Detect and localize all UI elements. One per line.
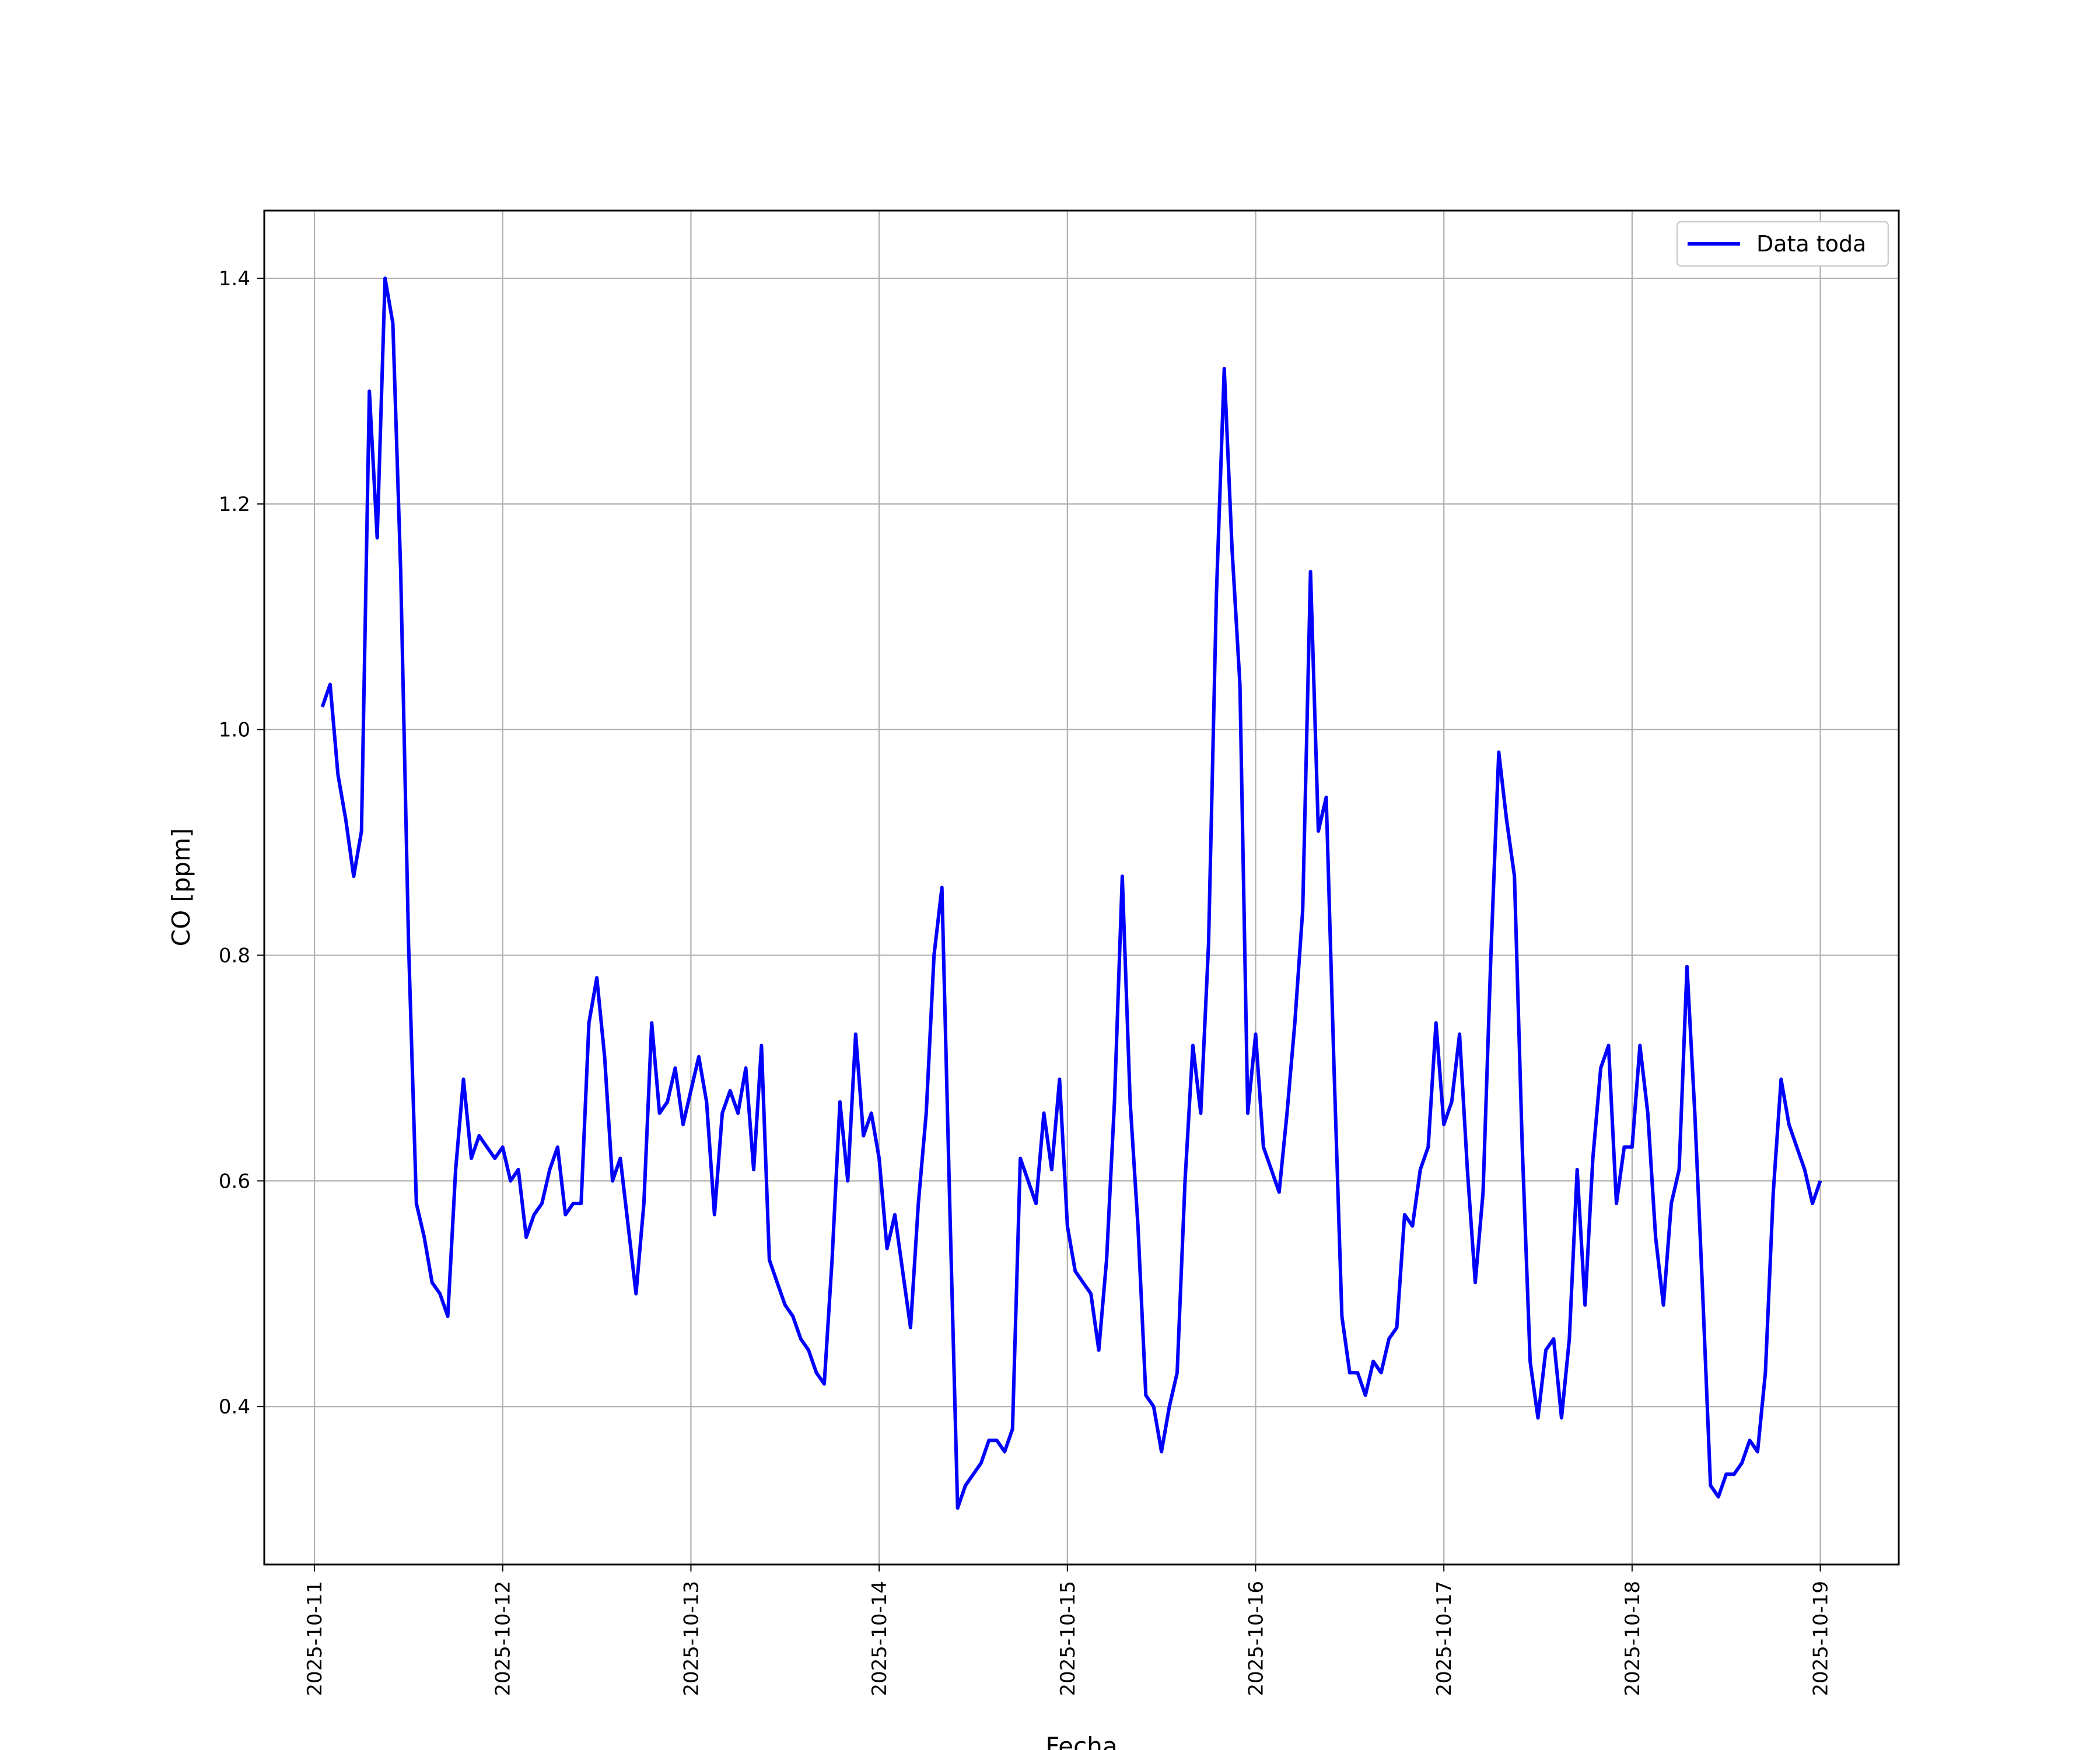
y-tick-label: 1.0 [219,719,250,742]
y-tick-label: 1.4 [219,267,250,290]
y-tick-label: 0.4 [219,1395,250,1419]
y-tick-label: 1.2 [219,493,250,516]
x-tick-label: 2025-10-18 [1621,1581,1644,1696]
x-axis-label: Fecha [1045,1732,1117,1750]
x-tick-label: 2025-10-15 [1056,1581,1080,1696]
x-axis-ticks: 2025-10-11 2025-10-12 2025-10-13 2025-10-14… [303,1564,1833,1696]
y-axis-label: CO [ppm] [167,828,195,947]
x-tick-label: 2025-10-16 [1244,1581,1268,1696]
x-tick-label: 2025-10-11 [303,1581,327,1696]
y-axis-ticks: 0.4 0.6 0.8 1.0 1.2 1.4 [219,267,264,1419]
series-line-data-toda [320,276,1822,1510]
x-tick-label: 2025-10-17 [1433,1581,1456,1696]
y-tick-label: 0.8 [219,944,250,968]
y-tick-label: 0.6 [219,1170,250,1193]
y-gridlines [264,277,1899,1408]
legend-label: Data toda [1756,231,1866,257]
legend: Data toda [1676,220,1889,267]
x-tick-label: 2025-10-14 [868,1581,891,1696]
legend-box [1676,220,1889,267]
x-tick-label: 2025-10-19 [1810,1581,1833,1696]
x-tick-label: 2025-10-12 [492,1581,515,1696]
x-gridlines [313,211,1821,1564]
plot-area-frame [263,209,1900,1566]
x-tick-label: 2025-10-13 [680,1581,703,1696]
